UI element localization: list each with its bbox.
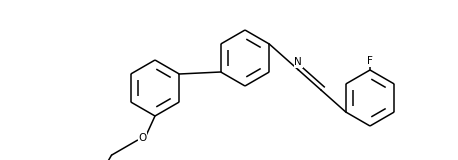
Text: N: N [294, 57, 302, 67]
Text: O: O [138, 133, 147, 143]
Text: F: F [367, 56, 373, 66]
